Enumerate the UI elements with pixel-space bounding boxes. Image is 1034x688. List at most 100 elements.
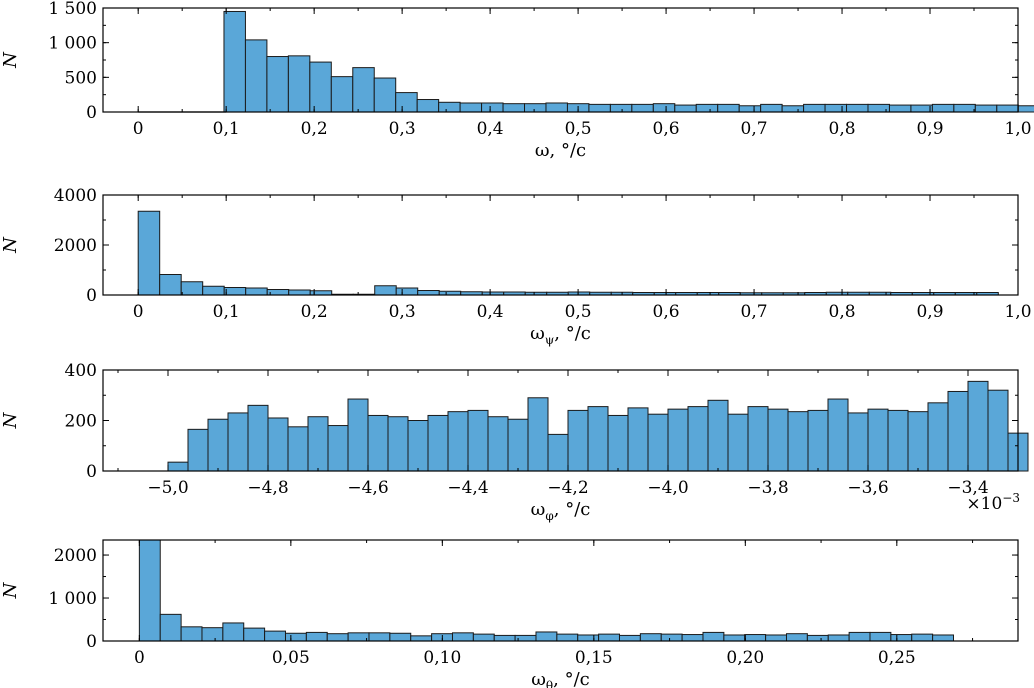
histogram-bar [138, 539, 161, 642]
histogram-bar [223, 287, 247, 296]
histogram-bar [410, 635, 433, 642]
histogram-bar [545, 102, 568, 113]
x-tick-label: 0,5 [565, 302, 592, 322]
histogram-bar [1017, 105, 1034, 113]
histogram-bar [267, 417, 289, 472]
histogram-bar [527, 397, 549, 472]
histogram-bar [577, 634, 600, 642]
histogram-bar [974, 104, 998, 113]
y-tick-label: 1 000 [48, 34, 97, 54]
histogram-bar [459, 102, 483, 113]
histogram-bar [438, 101, 461, 113]
histogram-bar [180, 626, 203, 642]
histogram-bar [502, 103, 526, 113]
histogram-bar [947, 390, 969, 472]
histogram-bar [846, 103, 869, 113]
histogram-bar [587, 406, 609, 472]
histogram-bar [806, 634, 829, 642]
histogram-bar [827, 398, 849, 472]
histogram-bar [667, 408, 689, 472]
omega-histogram-panel: 0 0,1 0,2 0,3 0,4 0,5 0,6 0,7 0,8 0,9 1,0 0 500 1 000… [0, 0, 1034, 161]
histogram-bar [288, 289, 311, 296]
histogram-bar [847, 412, 869, 472]
x-tick-label: −3,8 [747, 478, 788, 498]
histogram-bar [347, 398, 369, 472]
histogram-bar [887, 409, 909, 472]
x-tick-label: 0,15 [575, 648, 613, 668]
histogram-bar [309, 61, 332, 113]
histogram-bar [760, 103, 783, 113]
histogram-bar [785, 633, 808, 642]
histogram-bar [907, 411, 929, 472]
histogram-bar [347, 632, 370, 642]
histogram-bar [374, 285, 397, 296]
histogram-bar [547, 433, 569, 472]
histogram-bar [744, 634, 767, 642]
histogram-bar [389, 632, 412, 642]
histogram-bar [287, 55, 311, 113]
histogram-bar [888, 104, 912, 113]
histogram-bar [674, 104, 697, 113]
histogram-bar [660, 633, 683, 642]
histogram-bar [867, 408, 889, 472]
histogram-bar [368, 632, 391, 642]
x-tick-label: 0,7 [741, 119, 768, 139]
x-tick-label: −4,8 [247, 478, 288, 498]
histogram-bar [472, 633, 495, 642]
histogram-bar [652, 103, 676, 113]
x-axis-label: ωφ, °/c [531, 499, 591, 523]
x-tick-label: 0,6 [653, 119, 680, 139]
y-tick-label: 0 [86, 632, 97, 652]
histogram-bar [427, 414, 449, 472]
histogram-bar [159, 613, 182, 642]
histogram-bar [447, 411, 469, 472]
histogram-bar [207, 418, 229, 472]
histogram-bar [202, 285, 225, 296]
histogram-bar [607, 414, 629, 472]
x-tick-label: 0,05 [272, 648, 310, 668]
histogram-bar [137, 210, 161, 296]
histogram-bar [481, 102, 504, 113]
histogram-bar [911, 633, 934, 642]
histogram-bar [307, 416, 329, 472]
x-tick-label: 0,6 [653, 302, 680, 322]
histogram-bar [639, 633, 662, 642]
x-tick-label: −4,0 [647, 478, 688, 498]
y-tick-label: 4000 [54, 186, 97, 206]
histogram-bar [627, 407, 649, 472]
histogram-bar [827, 634, 850, 642]
y-tick-label: 2000 [54, 546, 97, 566]
x-axis-multiplier: ×10−3 [966, 491, 1020, 514]
plot-frame [102, 539, 1019, 642]
histogram-bar [395, 92, 418, 113]
x-tick-label: 0,4 [477, 302, 504, 322]
x-tick-label: 0,4 [477, 119, 504, 139]
histogram-bar [167, 461, 189, 472]
histogram-bar [467, 409, 489, 472]
histogram-bar [869, 631, 892, 642]
x-tick-label: 0,7 [741, 302, 768, 322]
histogram-bar [723, 634, 746, 642]
x-tick-label: 0,20 [726, 648, 764, 668]
x-tick-label: 0,2 [301, 119, 328, 139]
histogram-bar [352, 67, 375, 113]
x-tick-label: 1,0 [1004, 119, 1031, 139]
histogram-bar [927, 402, 949, 472]
histogram-bar [787, 411, 809, 472]
histogram-bar [931, 103, 955, 113]
histogram-bar [187, 428, 209, 472]
x-tick-label: 0,2 [301, 302, 328, 322]
histogram-bar [738, 105, 762, 113]
histogram-bar [556, 633, 579, 642]
histogram-bar [910, 104, 933, 113]
x-tick-label: −3,4 [947, 478, 988, 498]
histogram-bar [201, 627, 224, 642]
histogram-bar [987, 389, 1009, 472]
histogram-bar [848, 631, 871, 642]
x-tick-label: −4,4 [447, 478, 488, 498]
y-tick-label: 1 500 [48, 0, 97, 19]
x-axis-label: ω, °/c [535, 140, 586, 161]
x-tick-label: 0 [134, 648, 145, 668]
histogram-bar [598, 633, 620, 642]
